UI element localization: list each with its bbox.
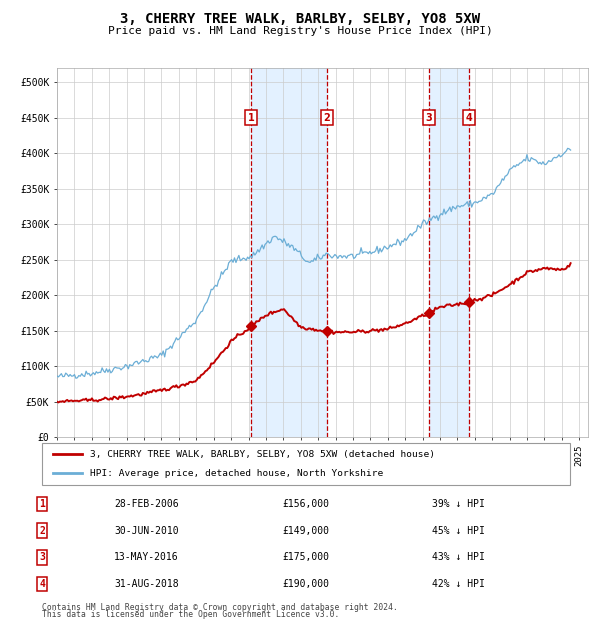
Text: 3: 3: [39, 552, 45, 562]
Bar: [429, 68, 469, 437]
Text: 39% ↓ HPI: 39% ↓ HPI: [432, 499, 485, 509]
Text: 28-FEB-2006: 28-FEB-2006: [114, 499, 179, 509]
Text: £156,000: £156,000: [282, 499, 329, 509]
Text: 31-AUG-2018: 31-AUG-2018: [114, 579, 179, 589]
Text: £149,000: £149,000: [282, 526, 329, 536]
Text: This data is licensed under the Open Government Licence v3.0.: This data is licensed under the Open Gov…: [42, 609, 340, 619]
Text: 1: 1: [39, 499, 45, 509]
Text: 43% ↓ HPI: 43% ↓ HPI: [432, 552, 485, 562]
Text: £190,000: £190,000: [282, 579, 329, 589]
Text: 2: 2: [39, 526, 45, 536]
Text: 13-MAY-2016: 13-MAY-2016: [114, 552, 179, 562]
Bar: [251, 68, 327, 437]
Text: 45% ↓ HPI: 45% ↓ HPI: [432, 526, 485, 536]
Text: 1: 1: [248, 113, 254, 123]
Text: 30-JUN-2010: 30-JUN-2010: [114, 526, 179, 536]
Text: £175,000: £175,000: [282, 552, 329, 562]
Text: 2: 2: [323, 113, 330, 123]
Text: 3, CHERRY TREE WALK, BARLBY, SELBY, YO8 5XW (detached house): 3, CHERRY TREE WALK, BARLBY, SELBY, YO8 …: [89, 450, 434, 459]
Text: 4: 4: [466, 113, 472, 123]
Text: Contains HM Land Registry data © Crown copyright and database right 2024.: Contains HM Land Registry data © Crown c…: [42, 603, 398, 612]
Text: HPI: Average price, detached house, North Yorkshire: HPI: Average price, detached house, Nort…: [89, 469, 383, 478]
Text: 3: 3: [425, 113, 433, 123]
Text: 4: 4: [39, 579, 45, 589]
Text: Price paid vs. HM Land Registry's House Price Index (HPI): Price paid vs. HM Land Registry's House …: [107, 26, 493, 36]
FancyBboxPatch shape: [42, 443, 570, 485]
Text: 3, CHERRY TREE WALK, BARLBY, SELBY, YO8 5XW: 3, CHERRY TREE WALK, BARLBY, SELBY, YO8 …: [120, 12, 480, 27]
Text: 42% ↓ HPI: 42% ↓ HPI: [432, 579, 485, 589]
